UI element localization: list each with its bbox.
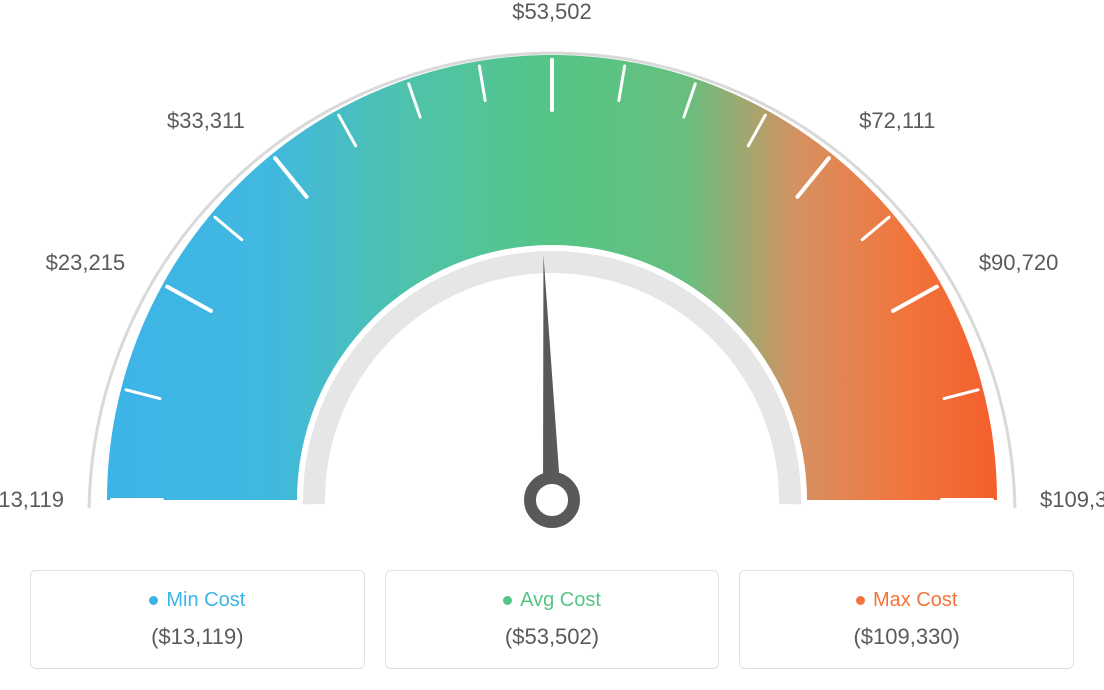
legend-title-min: Min Cost xyxy=(41,589,354,612)
legend-title-max: Max Cost xyxy=(750,589,1063,612)
gauge-tick-label: $13,119 xyxy=(0,487,64,513)
legend-title-text-max: Max Cost xyxy=(873,589,957,612)
gauge-tick-label: $23,215 xyxy=(46,250,126,276)
legend-row: Min Cost ($13,119) Avg Cost ($53,502) Ma… xyxy=(0,570,1104,669)
gauge-svg xyxy=(0,0,1104,560)
legend-card-min: Min Cost ($13,119) xyxy=(30,570,365,669)
gauge-tick-label: $53,502 xyxy=(512,0,592,25)
legend-value-avg: ($53,502) xyxy=(396,624,709,650)
legend-dot-avg xyxy=(503,596,512,605)
legend-card-max: Max Cost ($109,330) xyxy=(739,570,1074,669)
gauge-chart: $13,119 $23,215 $33,311 $53,502 $72,111 $90,7… xyxy=(0,0,1104,560)
legend-dot-min xyxy=(149,596,158,605)
legend-title-avg: Avg Cost xyxy=(396,589,709,612)
legend-dot-max xyxy=(856,596,865,605)
gauge-tick-label: $33,311 xyxy=(167,108,245,134)
gauge-tick-label: $90,720 xyxy=(979,250,1059,276)
gauge-tick-label: $72,111 xyxy=(859,108,935,134)
legend-value-min: ($13,119) xyxy=(41,624,354,650)
legend-title-text-avg: Avg Cost xyxy=(520,589,601,612)
legend-card-avg: Avg Cost ($53,502) xyxy=(385,570,720,669)
legend-value-max: ($109,330) xyxy=(750,624,1063,650)
gauge-tick-label: $109,330 xyxy=(1040,487,1104,513)
legend-title-text-min: Min Cost xyxy=(166,589,245,612)
